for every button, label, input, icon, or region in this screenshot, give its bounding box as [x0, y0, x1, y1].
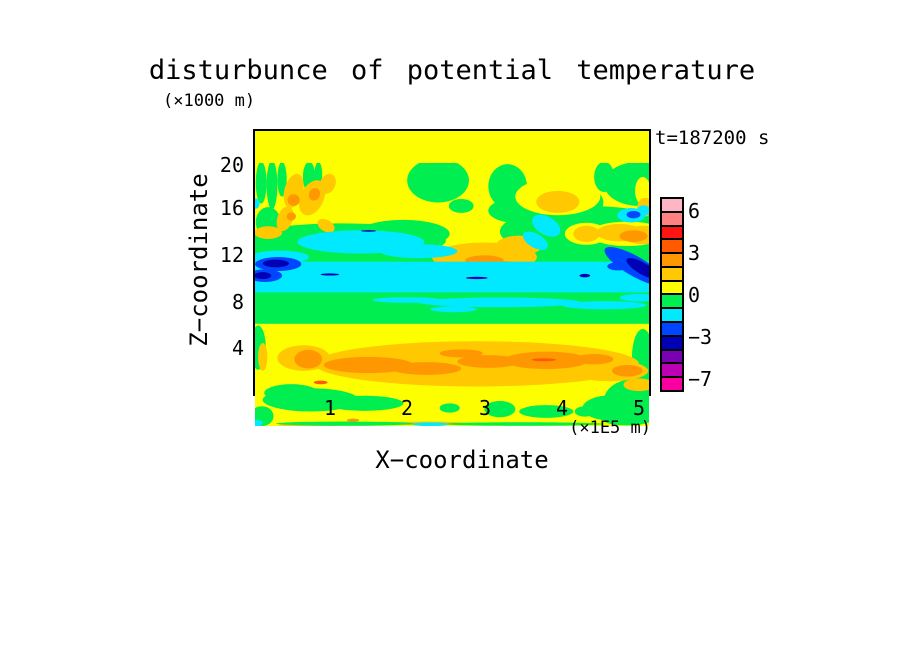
x-tick-label: 4 — [555, 396, 569, 420]
contour-region — [346, 418, 360, 422]
contour-region — [277, 163, 287, 197]
contour-region — [317, 218, 335, 233]
contour-region — [323, 356, 414, 374]
colorbar-segment — [662, 348, 682, 363]
contour-region — [484, 401, 516, 418]
contour-region — [531, 358, 557, 362]
colorbar-segment — [662, 279, 682, 294]
contour-region — [255, 226, 283, 240]
contour-region — [313, 380, 328, 385]
contour-region — [320, 273, 340, 276]
contour-region — [430, 306, 477, 313]
chart-title: disturbunce of potential temperature — [148, 55, 756, 86]
contour-region — [522, 231, 548, 250]
colorbar-level-label: −7 — [688, 367, 713, 391]
colorbar-level-label: 6 — [688, 199, 701, 223]
contour-region — [611, 365, 643, 377]
colorbar-segment — [662, 238, 682, 253]
contour-region — [391, 362, 462, 375]
x-axis-unit-label: (×1E5 m) — [569, 418, 651, 438]
contour-region — [536, 190, 580, 213]
contour-region — [255, 419, 263, 426]
contour-region — [573, 225, 600, 242]
contour-region — [418, 297, 581, 308]
contour-region — [266, 163, 278, 210]
colorbar-level-label: 0 — [688, 283, 701, 307]
contour-region — [294, 349, 323, 369]
contour-region — [626, 258, 649, 280]
y-tick-label: 12 — [219, 243, 244, 267]
contour-region — [439, 349, 483, 358]
contour-region — [579, 273, 591, 278]
x-axis-title: X−coordinate — [375, 446, 549, 474]
contour-region — [519, 405, 574, 418]
contour-region — [411, 422, 449, 426]
contour-region — [326, 395, 404, 411]
contour-region — [561, 301, 647, 310]
colorbar — [660, 197, 684, 392]
contour-region — [380, 244, 458, 259]
colorbar-segment — [662, 376, 682, 390]
contour-region — [275, 421, 415, 426]
colorbar-level-label: −3 — [688, 325, 713, 349]
contour-region — [264, 384, 319, 402]
contour-region — [441, 422, 605, 426]
colorbar-segment — [662, 210, 682, 225]
time-annotation: t=187200 s — [655, 127, 770, 149]
contour-region — [635, 176, 649, 205]
x-tick-label: 5 — [632, 396, 646, 420]
colorbar-segment — [662, 252, 682, 266]
colorbar-segment — [662, 293, 682, 308]
colorbar-segment — [662, 224, 682, 239]
y-tick-label: 4 — [231, 336, 244, 360]
y-tick-label: 8 — [231, 290, 244, 314]
contour-region — [604, 416, 649, 426]
colorbar-segment — [662, 265, 682, 280]
contour-region — [457, 355, 520, 368]
contour-region — [258, 342, 268, 371]
y-tick-label: 20 — [219, 153, 244, 177]
contour-region — [255, 272, 272, 280]
contour-region — [619, 293, 649, 302]
colorbar-level-label: 3 — [688, 241, 701, 265]
contour-region — [360, 230, 377, 232]
contour-region — [407, 163, 469, 203]
contour-region — [626, 210, 641, 219]
y-tick-label: 16 — [219, 196, 244, 220]
colorbar-segment — [662, 199, 682, 211]
contour-region — [465, 276, 488, 280]
contour-region — [372, 297, 442, 303]
colorbar-segment — [662, 362, 682, 377]
contour-region — [532, 214, 561, 237]
contour-region — [308, 188, 321, 201]
colorbar-segment — [662, 321, 682, 335]
contour-region — [255, 261, 649, 293]
y-axis-unit-label: (×1000 m) — [163, 91, 256, 111]
contour-region — [262, 259, 289, 268]
contour-region — [286, 212, 296, 221]
x-tick-label: 3 — [478, 396, 492, 420]
contour-region — [594, 163, 615, 193]
colorbar-segment — [662, 334, 682, 349]
contour-region — [448, 198, 474, 213]
contour-region — [439, 403, 460, 413]
x-tick-label: 1 — [323, 396, 337, 420]
x-tick-label: 2 — [400, 396, 414, 420]
contour-region — [276, 206, 294, 232]
contour-region — [574, 353, 614, 365]
contour-field — [255, 163, 649, 426]
contour-region — [287, 194, 300, 206]
contour-region — [607, 262, 629, 271]
contour-region — [255, 163, 267, 204]
contour-region — [623, 378, 649, 392]
contour-plot-area — [253, 129, 651, 426]
contour-region — [255, 198, 260, 209]
contour-region — [619, 230, 648, 242]
contour-region — [319, 173, 336, 194]
colorbar-segment — [662, 307, 682, 322]
